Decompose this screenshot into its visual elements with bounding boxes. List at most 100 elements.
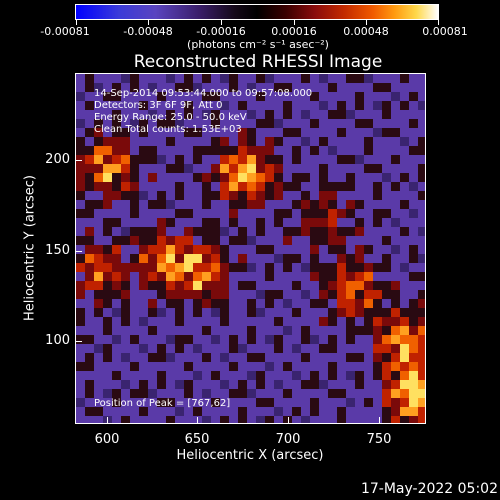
image-pixel xyxy=(346,290,356,300)
image-pixel xyxy=(301,155,311,165)
image-pixel xyxy=(247,389,257,399)
image-pixel xyxy=(319,227,329,237)
image-pixel xyxy=(346,200,356,210)
image-pixel xyxy=(238,371,248,381)
image-pixel xyxy=(256,371,266,381)
image-pixel xyxy=(220,218,230,228)
image-pixel xyxy=(130,119,140,129)
image-pixel xyxy=(310,362,320,372)
image-pixel xyxy=(130,362,140,372)
image-pixel xyxy=(346,182,356,192)
image-pixel xyxy=(355,308,365,318)
image-pixel xyxy=(148,371,158,381)
image-pixel xyxy=(112,281,122,291)
image-pixel xyxy=(292,407,302,417)
image-pixel xyxy=(112,200,122,210)
image-pixel xyxy=(328,119,338,129)
image-pixel xyxy=(373,74,383,84)
image-pixel xyxy=(310,155,320,165)
image-pixel xyxy=(265,380,275,390)
image-pixel xyxy=(247,362,257,372)
image-pixel xyxy=(301,209,311,219)
image-pixel xyxy=(211,362,221,372)
image-pixel xyxy=(400,254,410,264)
image-pixel xyxy=(328,218,338,228)
image-pixel xyxy=(391,218,401,228)
image-pixel xyxy=(364,299,374,309)
image-pixel xyxy=(373,326,383,336)
image-pixel xyxy=(346,74,356,84)
image-pixel xyxy=(328,380,338,390)
image-pixel xyxy=(409,164,419,174)
image-pixel xyxy=(256,74,266,84)
image-pixel xyxy=(409,308,419,318)
image-pixel xyxy=(301,380,311,390)
image-pixel xyxy=(94,191,104,201)
image-pixel xyxy=(283,173,293,183)
image-pixel xyxy=(400,272,410,282)
image-pixel xyxy=(346,263,356,273)
image-pixel xyxy=(256,398,266,408)
image-pixel xyxy=(328,281,338,291)
image-pixel xyxy=(382,308,392,318)
image-pixel xyxy=(94,119,104,129)
image-pixel xyxy=(211,200,221,210)
image-pixel xyxy=(382,74,392,84)
image-pixel xyxy=(85,209,95,219)
image-pixel xyxy=(319,173,329,183)
image-pixel xyxy=(229,209,239,219)
image-pixel xyxy=(346,299,356,309)
image-pixel xyxy=(166,218,176,228)
image-pixel xyxy=(85,335,95,345)
image-pixel xyxy=(238,317,248,327)
image-pixel xyxy=(409,155,419,165)
image-pixel xyxy=(256,227,266,237)
image-pixel xyxy=(310,380,320,390)
image-pixel xyxy=(292,173,302,183)
image-pixel xyxy=(292,164,302,174)
image-pixel xyxy=(418,416,425,423)
image-pixel xyxy=(238,191,248,201)
image-pixel xyxy=(220,101,230,111)
image-pixel xyxy=(238,389,248,399)
image-pixel xyxy=(373,110,383,120)
image-pixel xyxy=(373,119,383,129)
image-pixel xyxy=(130,407,140,417)
image-pixel xyxy=(373,272,383,282)
image-pixel xyxy=(256,83,266,93)
image-pixel xyxy=(229,137,239,147)
image-pixel xyxy=(184,236,194,246)
image-pixel xyxy=(202,245,212,255)
image-pixel xyxy=(256,209,266,219)
image-pixel xyxy=(220,398,230,408)
colorbar-label: -0.00048 xyxy=(123,25,173,38)
image-pixel xyxy=(382,290,392,300)
image-pixel xyxy=(373,137,383,147)
image-pixel xyxy=(148,389,158,399)
image-pixel xyxy=(256,173,266,183)
image-pixel xyxy=(337,101,347,111)
image-pixel xyxy=(121,362,131,372)
image-pixel xyxy=(256,182,266,192)
image-pixel xyxy=(238,182,248,192)
image-pixel xyxy=(112,74,122,84)
image-pixel xyxy=(130,335,140,345)
image-pixel xyxy=(184,416,194,423)
image-pixel xyxy=(274,128,284,138)
image-pixel xyxy=(364,236,374,246)
image-pixel xyxy=(310,416,320,423)
image-pixel xyxy=(364,362,374,372)
image-pixel xyxy=(220,245,230,255)
image-pixel xyxy=(184,74,194,84)
image-pixel xyxy=(112,128,122,138)
image-pixel xyxy=(265,191,275,201)
image-pixel xyxy=(121,254,131,264)
image-pixel xyxy=(274,281,284,291)
image-pixel xyxy=(211,110,221,120)
image-pixel xyxy=(166,299,176,309)
colorbar-tick xyxy=(148,20,149,25)
image-pixel xyxy=(418,344,425,354)
image-pixel xyxy=(283,344,293,354)
image-pixel xyxy=(202,326,212,336)
image-pixel xyxy=(373,416,383,423)
